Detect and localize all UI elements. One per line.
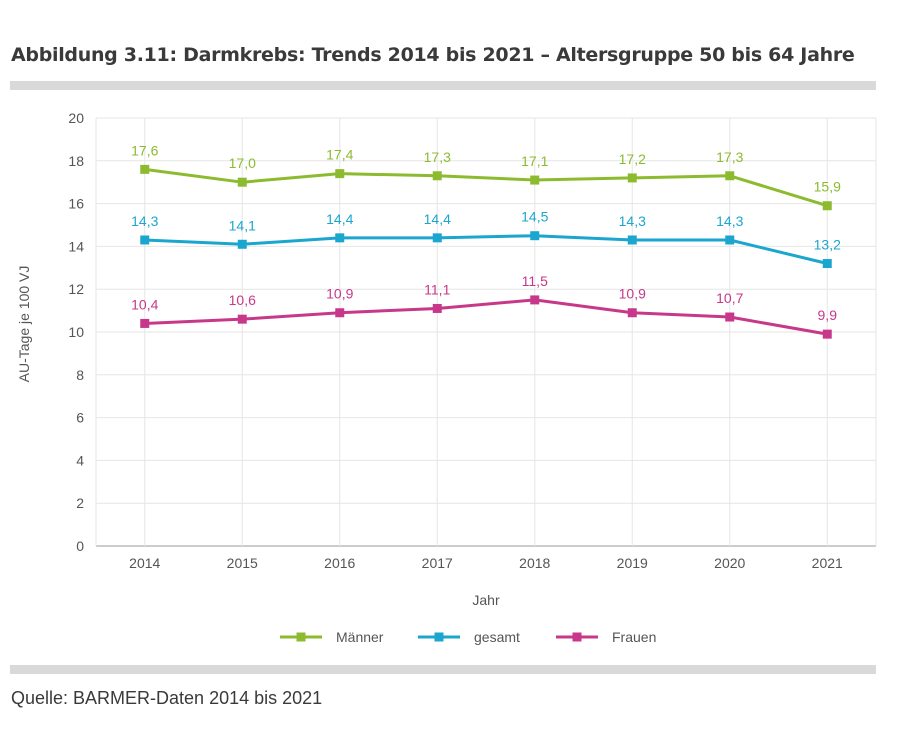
series-line — [144, 298, 828, 336]
y-tick-label: 6 — [76, 410, 84, 426]
series-line — [144, 167, 828, 208]
figure-title: Abbildung 3.11: Darmkrebs: Trends 2014 b… — [11, 44, 855, 66]
data-point — [140, 164, 150, 174]
series-group: 17,6 17,0 17,4 17,3 17,1 17,2 17,3 15,9 14,3 14,1… — [131, 142, 841, 339]
source-note: Quelle: BARMER-Daten 2014 bis 2021 — [11, 688, 323, 708]
data-label: 10,6 — [229, 292, 256, 308]
data-point — [335, 169, 345, 179]
y-tick-label: 18 — [68, 153, 84, 169]
data-point — [627, 235, 637, 245]
data-point — [432, 171, 442, 181]
data-label: 9,9 — [818, 307, 838, 323]
legend-label: Frauen — [612, 629, 656, 645]
legend-label: Männer — [336, 629, 384, 645]
data-point — [140, 318, 150, 328]
data-point — [627, 308, 637, 318]
data-point — [627, 173, 637, 183]
data-label: 17,4 — [326, 147, 353, 163]
y-tick-label: 8 — [76, 367, 84, 383]
data-point — [432, 303, 442, 313]
data-label: 14,3 — [716, 213, 743, 229]
y-axis-ticks: 0 2 4 6 8 10 12 14 16 18 20 — [68, 110, 84, 554]
x-tick-label: 2017 — [422, 555, 453, 571]
data-point — [335, 233, 345, 243]
legend-swatch-marker — [296, 632, 306, 642]
bottom-divider — [10, 665, 876, 674]
data-label: 14,5 — [521, 209, 548, 225]
data-label: 17,3 — [716, 149, 743, 165]
data-point — [237, 239, 247, 249]
y-axis-label: AU-Tage je 100 VJ — [16, 266, 32, 383]
data-point — [237, 177, 247, 187]
data-point — [237, 314, 247, 324]
data-point — [140, 235, 150, 245]
data-label: 15,9 — [814, 179, 841, 195]
x-tick-label: 2015 — [227, 555, 258, 571]
data-point — [822, 259, 832, 269]
y-tick-label: 16 — [68, 196, 84, 212]
x-tick-label: 2021 — [812, 555, 843, 571]
data-label: 13,2 — [814, 237, 841, 253]
grid-lines — [95, 117, 877, 547]
x-axis-label: Jahr — [472, 592, 500, 608]
y-tick-label: 12 — [68, 281, 84, 297]
data-point — [530, 175, 540, 185]
data-point — [725, 312, 735, 322]
data-label: 14,3 — [131, 213, 158, 229]
data-label: 14,4 — [326, 211, 353, 227]
x-tick-label: 2020 — [714, 555, 745, 571]
series-0: 17,6 17,0 17,4 17,3 17,1 17,2 17,3 15,9 — [131, 142, 841, 211]
data-label: 14,3 — [619, 213, 646, 229]
series-2: 10,4 10,6 10,9 11,1 11,5 10,9 10,7 9,9 — [131, 273, 837, 339]
top-divider — [10, 81, 876, 90]
data-label: 17,1 — [521, 153, 548, 169]
series-1: 14,3 14,1 14,4 14,4 14,5 14,3 14,3 13,2 — [131, 209, 841, 269]
legend-swatch-marker — [572, 632, 582, 642]
data-label: 17,3 — [424, 149, 451, 165]
data-label: 10,9 — [326, 286, 353, 302]
data-label: 17,6 — [131, 142, 158, 158]
x-tick-label: 2018 — [519, 555, 550, 571]
y-tick-label: 2 — [76, 495, 84, 511]
y-tick-label: 0 — [76, 538, 84, 554]
y-tick-label: 14 — [68, 238, 84, 254]
data-label: 10,4 — [131, 296, 158, 312]
data-point — [822, 329, 832, 339]
data-point — [725, 235, 735, 245]
x-tick-label: 2019 — [617, 555, 648, 571]
data-point — [530, 295, 540, 305]
y-tick-label: 4 — [76, 452, 84, 468]
data-label: 10,7 — [716, 290, 743, 306]
y-tick-label: 20 — [68, 110, 84, 126]
y-tick-label: 10 — [68, 324, 84, 340]
data-point — [822, 201, 832, 211]
data-label: 11,5 — [522, 273, 548, 289]
data-label: 17,2 — [619, 151, 646, 167]
data-label: 10,9 — [619, 286, 646, 302]
x-tick-label: 2016 — [324, 555, 355, 571]
data-label: 14,1 — [229, 217, 256, 233]
legend-label: gesamt — [474, 629, 520, 645]
data-point — [335, 308, 345, 318]
series-line — [144, 234, 828, 265]
data-point — [725, 171, 735, 181]
data-label: 11,1 — [424, 281, 450, 297]
x-axis-ticks: 2014 2015 2016 2017 2018 2019 2020 2021 — [129, 555, 843, 571]
legend: Männer gesamt Frauen — [280, 629, 656, 645]
legend-swatch-marker — [434, 632, 444, 642]
x-tick-label: 2014 — [129, 555, 160, 571]
data-point — [530, 231, 540, 241]
data-point — [432, 233, 442, 243]
data-label: 17,0 — [229, 155, 256, 171]
data-label: 14,4 — [424, 211, 451, 227]
